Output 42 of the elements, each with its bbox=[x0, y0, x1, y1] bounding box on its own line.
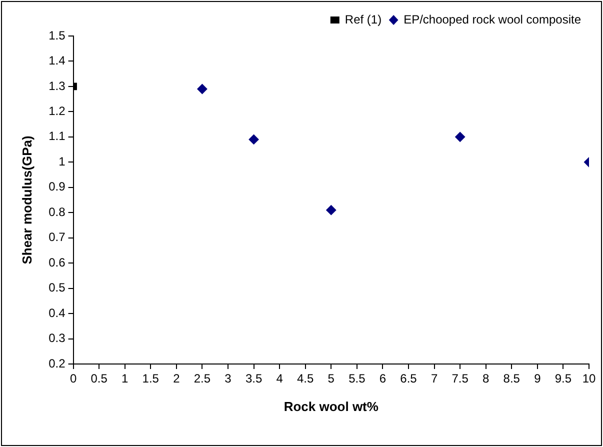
x-tick-label: 5 bbox=[328, 372, 335, 386]
x-tick-label: 1.5 bbox=[142, 372, 160, 386]
x-tick-label: 9 bbox=[534, 372, 542, 386]
x-tick-label: 4.5 bbox=[297, 372, 314, 386]
x-tick-label: 8 bbox=[482, 372, 490, 386]
x-tick-label: 7.5 bbox=[452, 372, 469, 386]
x-tick-label: 2 bbox=[173, 372, 180, 386]
y-tick-label: 0.2 bbox=[48, 356, 66, 370]
point bbox=[248, 134, 259, 144]
y-tick-label: 0.8 bbox=[48, 204, 66, 219]
y-axis-title: Shear modulus(GPa) bbox=[19, 136, 34, 264]
legend-label: Ref (1) bbox=[344, 12, 382, 26]
point bbox=[197, 84, 208, 94]
y-tick-label: 1 bbox=[58, 154, 66, 168]
x-tick-label: 4 bbox=[276, 372, 284, 386]
x-tick-label: 6 bbox=[379, 372, 386, 386]
y-tick-label: 0.5 bbox=[48, 280, 66, 295]
x-tick-label: 0.5 bbox=[90, 372, 108, 386]
x-tick-label: 3.5 bbox=[245, 372, 262, 386]
y-tick-label: 0.6 bbox=[48, 255, 66, 270]
y-tick-label: 1.1 bbox=[48, 129, 66, 144]
y-tick-label: 0.3 bbox=[48, 331, 66, 346]
y-tick-label: 1.4 bbox=[48, 54, 66, 68]
x-tick-label: 6.5 bbox=[400, 372, 418, 386]
x-tick-label: 10 bbox=[582, 372, 596, 386]
y-tick-label: 0.7 bbox=[48, 230, 66, 244]
x-tick-label: 9.5 bbox=[554, 372, 572, 386]
y-tick-label: 0.4 bbox=[48, 306, 66, 320]
x-tick-label: 0 bbox=[70, 372, 77, 386]
x-tick-label: 1 bbox=[122, 372, 129, 386]
x-tick-label: 8.5 bbox=[503, 372, 520, 386]
x-tick-label: 3 bbox=[224, 372, 232, 386]
x-tick-label: 7 bbox=[430, 372, 438, 386]
y-tick-label: 1.2 bbox=[48, 104, 66, 118]
x-tick-label: 5.5 bbox=[348, 372, 366, 386]
x-axis-title: Rock wool wt% bbox=[284, 398, 379, 414]
legend-label: EP/chooped rock wool composite bbox=[404, 12, 582, 26]
y-tick-label: 1.5 bbox=[48, 28, 66, 42]
y-tick-label: 1.3 bbox=[48, 78, 66, 93]
point bbox=[326, 205, 336, 216]
y-tick-label: 0.9 bbox=[48, 180, 66, 194]
x-tick-label: 2.5 bbox=[194, 372, 211, 386]
